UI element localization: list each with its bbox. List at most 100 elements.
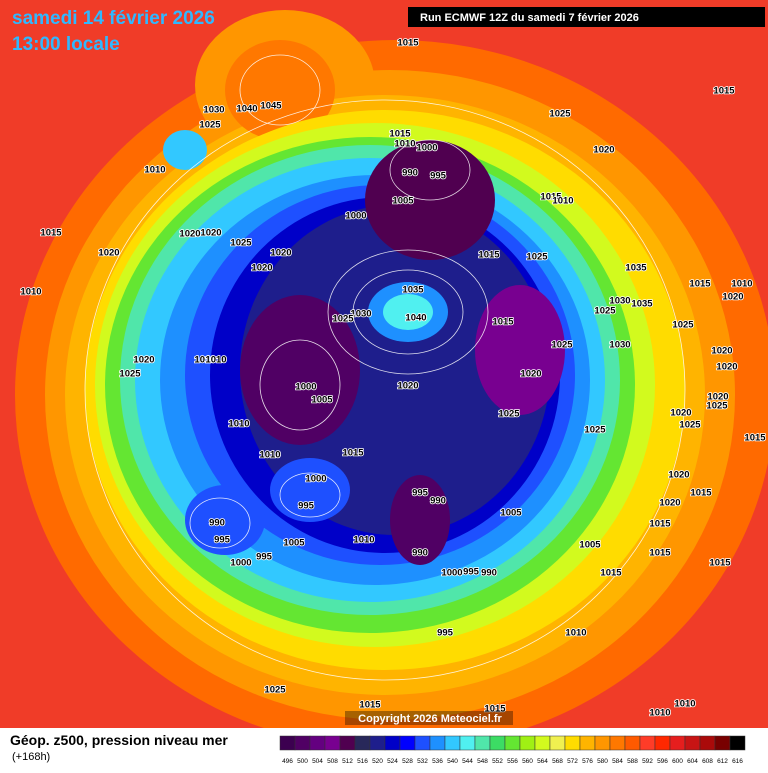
pressure-label: 1020 bbox=[722, 292, 743, 303]
legend-label: 504 bbox=[312, 758, 323, 765]
pressure-label: 1025 bbox=[549, 109, 571, 120]
pressure-label: 1025 bbox=[594, 306, 616, 317]
legend-label: 576 bbox=[582, 758, 593, 765]
pressure-label: 1035 bbox=[402, 285, 424, 296]
isobars bbox=[84, 54, 686, 681]
pressure-label: 1015 bbox=[484, 704, 506, 715]
pressure-label: 1000 bbox=[416, 143, 437, 154]
legend-label: 592 bbox=[642, 758, 653, 765]
legend-label: 616 bbox=[732, 758, 743, 765]
pressure-label: 990 bbox=[481, 568, 497, 579]
pressure-label: 1025 bbox=[679, 420, 701, 431]
pressure-label: 1010 bbox=[144, 165, 165, 176]
pressure-label: 1010 bbox=[228, 419, 249, 430]
legend-swatch bbox=[429, 735, 446, 751]
pressure-label: 1020 bbox=[707, 392, 728, 403]
legend-label: 564 bbox=[537, 758, 548, 765]
pressure-label: 1000 bbox=[230, 558, 251, 569]
pressure-label: 1015 bbox=[492, 317, 514, 328]
pressure-label: 1020 bbox=[593, 145, 614, 156]
pressure-label: 995 bbox=[437, 628, 454, 639]
pressure-label: 1020 bbox=[397, 381, 418, 392]
legend-swatch bbox=[669, 735, 686, 751]
pressure-label: 1010 bbox=[259, 450, 280, 461]
pressure-label: 1000 bbox=[345, 211, 366, 222]
legend-swatch bbox=[399, 735, 416, 751]
pressure-label: 995 bbox=[214, 535, 231, 546]
legend-label: 528 bbox=[402, 758, 413, 765]
legend-label: 560 bbox=[522, 758, 533, 765]
legend-label: 500 bbox=[297, 758, 308, 765]
pressure-label: 1015 bbox=[690, 488, 712, 499]
pressure-label: 1015 bbox=[540, 192, 562, 203]
pressure-label: 1020 bbox=[270, 248, 291, 259]
legend-label: 600 bbox=[672, 758, 683, 765]
pressure-label: 1040 bbox=[405, 313, 426, 324]
legend-swatch bbox=[504, 735, 521, 751]
legend-label: 612 bbox=[717, 758, 728, 765]
pressure-label: 1040 bbox=[236, 104, 257, 115]
pressure-label: 1025 bbox=[526, 252, 548, 263]
pressure-label: 1010 bbox=[565, 628, 586, 639]
pressure-label: 1015 bbox=[389, 129, 411, 140]
legend-swatch bbox=[699, 735, 716, 751]
legend-swatch bbox=[294, 735, 311, 751]
legend-label: 512 bbox=[342, 758, 353, 765]
pressure-label: 1010 bbox=[194, 355, 215, 366]
legend-swatch bbox=[444, 735, 461, 751]
legend-label: 588 bbox=[627, 758, 638, 765]
legend-swatch bbox=[714, 735, 731, 751]
legend-label: 548 bbox=[477, 758, 488, 765]
legend-swatch bbox=[654, 735, 671, 751]
legend-swatch bbox=[309, 735, 326, 751]
pressure-label: 1000 bbox=[295, 382, 316, 393]
pressure-label: 1005 bbox=[392, 196, 414, 207]
pressure-label: 1010 bbox=[552, 196, 573, 207]
legend-swatch bbox=[324, 735, 341, 751]
pressure-label: 1030 bbox=[350, 309, 371, 320]
legend-swatch bbox=[579, 735, 596, 751]
pressure-label: 1015 bbox=[713, 86, 735, 97]
pressure-label: 1005 bbox=[579, 540, 601, 551]
copyright-box bbox=[345, 711, 513, 725]
pressure-label: 1015 bbox=[649, 548, 671, 559]
pressure-label: 1005 bbox=[500, 508, 522, 519]
legend-label: 516 bbox=[357, 758, 368, 765]
pressure-label: 1015 bbox=[359, 700, 381, 711]
legend-label: 496 bbox=[282, 758, 293, 765]
legend-swatch bbox=[459, 735, 476, 751]
legend-swatch bbox=[354, 735, 371, 751]
pressure-label: 990 bbox=[430, 496, 446, 507]
legend-label: 520 bbox=[372, 758, 383, 765]
pressure-label: 1010 bbox=[205, 355, 226, 366]
legend-label: 580 bbox=[597, 758, 608, 765]
legend-swatch bbox=[474, 735, 491, 751]
pressure-label: 1015 bbox=[709, 558, 731, 569]
pressure-label: 995 bbox=[298, 501, 315, 512]
pressure-label: 995 bbox=[412, 488, 429, 499]
pressure-label: 1025 bbox=[551, 340, 573, 351]
legend-swatch bbox=[369, 735, 386, 751]
forecast-date: samedi 14 février 2026 bbox=[12, 8, 215, 29]
legend-swatch bbox=[564, 735, 581, 751]
lead-time: (+168h) bbox=[12, 751, 50, 763]
pressure-label: 1015 bbox=[342, 448, 364, 459]
geopotential-field bbox=[15, 10, 768, 750]
run-box bbox=[408, 7, 765, 27]
legend-swatch bbox=[339, 735, 356, 751]
pressure-label: 1020 bbox=[251, 263, 272, 274]
pressure-label: 1025 bbox=[584, 425, 606, 436]
pressure-label: 995 bbox=[463, 567, 480, 578]
pressure-label: 1000 bbox=[441, 568, 462, 579]
pressure-label: 1020 bbox=[179, 229, 200, 240]
pressure-label: 1020 bbox=[659, 498, 680, 509]
pressure-label: 1025 bbox=[706, 401, 728, 412]
pressure-label: 990 bbox=[402, 168, 418, 179]
pressure-label: 1020 bbox=[670, 408, 691, 419]
pressure-label: 1020 bbox=[711, 346, 732, 357]
legend-label: 584 bbox=[612, 758, 623, 765]
pressure-label: 1025 bbox=[672, 320, 694, 331]
legend-label: 552 bbox=[492, 758, 503, 765]
legend-swatch bbox=[534, 735, 551, 751]
pressure-label: 1015 bbox=[397, 38, 419, 49]
